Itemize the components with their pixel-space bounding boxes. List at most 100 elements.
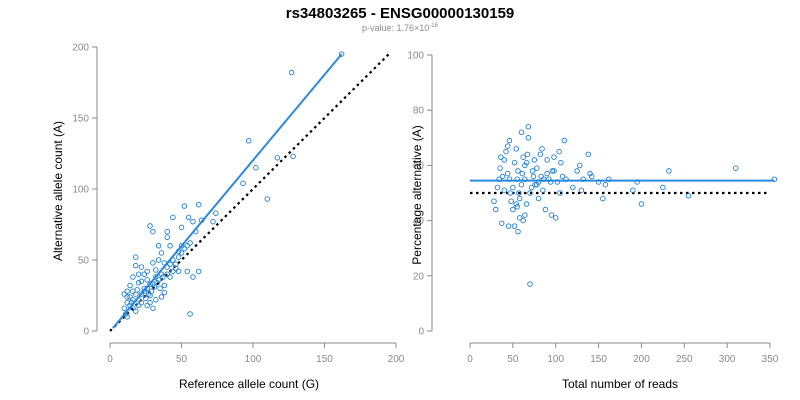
- data-point: [253, 164, 259, 171]
- data-point: [142, 295, 149, 302]
- data-point: [574, 168, 580, 174]
- data-point: [150, 305, 156, 312]
- data-point: [523, 159, 530, 166]
- data-point: [151, 284, 158, 290]
- data-point: [264, 196, 271, 202]
- data-point: [576, 162, 583, 169]
- data-point: [167, 261, 173, 268]
- x-tick-label: 250: [676, 354, 693, 365]
- data-point: [290, 153, 296, 160]
- data-point: [544, 170, 550, 177]
- data-point: [660, 184, 666, 191]
- data-point: [523, 201, 530, 207]
- data-point: [187, 240, 193, 246]
- data-point: [190, 218, 196, 225]
- data-point: [147, 281, 153, 287]
- data-point: [187, 311, 193, 317]
- data-point: [184, 268, 190, 275]
- data-point: [145, 291, 152, 297]
- data-point: [520, 217, 526, 224]
- y-tick-label: 0: [418, 327, 424, 338]
- data-point: [602, 181, 609, 188]
- x-tick-label: 0: [467, 354, 473, 365]
- data-point: [135, 297, 142, 303]
- data-point: [504, 170, 511, 177]
- data-point: [563, 176, 569, 182]
- data-point: [150, 228, 156, 235]
- y-tick-label: 20: [413, 271, 425, 282]
- data-point: [524, 151, 531, 158]
- data-point: [503, 148, 509, 155]
- data-point: [124, 294, 130, 300]
- data-point: [121, 305, 128, 312]
- data-point: [138, 299, 145, 306]
- data-point: [147, 299, 153, 306]
- data-point: [144, 302, 150, 309]
- data-point: [539, 146, 545, 152]
- data-point: [153, 267, 159, 273]
- data-point: [595, 179, 602, 185]
- data-point: [130, 305, 136, 312]
- data-point: [528, 184, 535, 191]
- data-point: [170, 214, 176, 221]
- data-point: [544, 157, 550, 163]
- data-point: [160, 274, 166, 280]
- data-point: [213, 210, 219, 216]
- data-point: [557, 190, 563, 196]
- data-point: [141, 285, 148, 292]
- x-axis-title: Total number of reads: [562, 377, 678, 391]
- y-tick-label: 200: [72, 43, 89, 54]
- data-point: [515, 168, 521, 174]
- y-axis-right: 0 20 40 60 80 100: [407, 51, 433, 338]
- x-tick-label: 50: [507, 354, 519, 365]
- data-point: [685, 193, 692, 199]
- data-point: [535, 179, 542, 185]
- data-point: [195, 201, 202, 208]
- data-point: [559, 173, 566, 180]
- data-point: [525, 124, 532, 130]
- data-point: [519, 170, 526, 177]
- data-point: [153, 274, 159, 280]
- data-point: [510, 206, 516, 213]
- data-point: [210, 218, 216, 225]
- data-point: [516, 195, 523, 202]
- data-point: [135, 279, 142, 286]
- data-point: [164, 271, 170, 277]
- data-point: [501, 157, 508, 163]
- chart-title: rs34803265 - ENSG00000130159: [285, 5, 515, 22]
- data-point: [498, 154, 504, 160]
- data-point: [506, 137, 513, 144]
- data-point: [522, 162, 528, 169]
- data-point: [561, 137, 568, 144]
- y-tick-label: 150: [72, 114, 89, 125]
- y-tick-label: 100: [72, 185, 89, 196]
- data-point: [507, 190, 514, 196]
- y-tick-label: 50: [78, 256, 90, 267]
- data-points: [491, 124, 778, 287]
- data-point: [181, 245, 188, 252]
- data-point: [132, 262, 139, 269]
- data-point: [549, 168, 556, 174]
- data-point: [511, 223, 518, 229]
- data-point: [570, 184, 576, 191]
- data-point: [520, 154, 526, 160]
- data-point: [498, 220, 505, 227]
- data-point: [538, 173, 544, 180]
- data-point: [135, 302, 142, 309]
- x-tick-label: 150: [590, 354, 607, 365]
- data-point: [193, 228, 199, 235]
- x-tick-label: 100: [547, 354, 564, 365]
- data-point: [274, 155, 281, 161]
- data-point: [554, 179, 561, 185]
- x-tick-label: 150: [316, 354, 333, 365]
- data-point: [158, 271, 165, 277]
- y-tick-label: 100: [407, 51, 424, 62]
- data-point: [138, 291, 145, 297]
- data-point: [122, 311, 129, 317]
- x-axis-left: 0 50 100 150 200: [107, 342, 405, 365]
- data-point: [532, 181, 538, 188]
- data-point: [535, 195, 542, 202]
- data-point: [587, 170, 593, 177]
- data-point: [138, 278, 145, 285]
- data-point: [175, 248, 182, 255]
